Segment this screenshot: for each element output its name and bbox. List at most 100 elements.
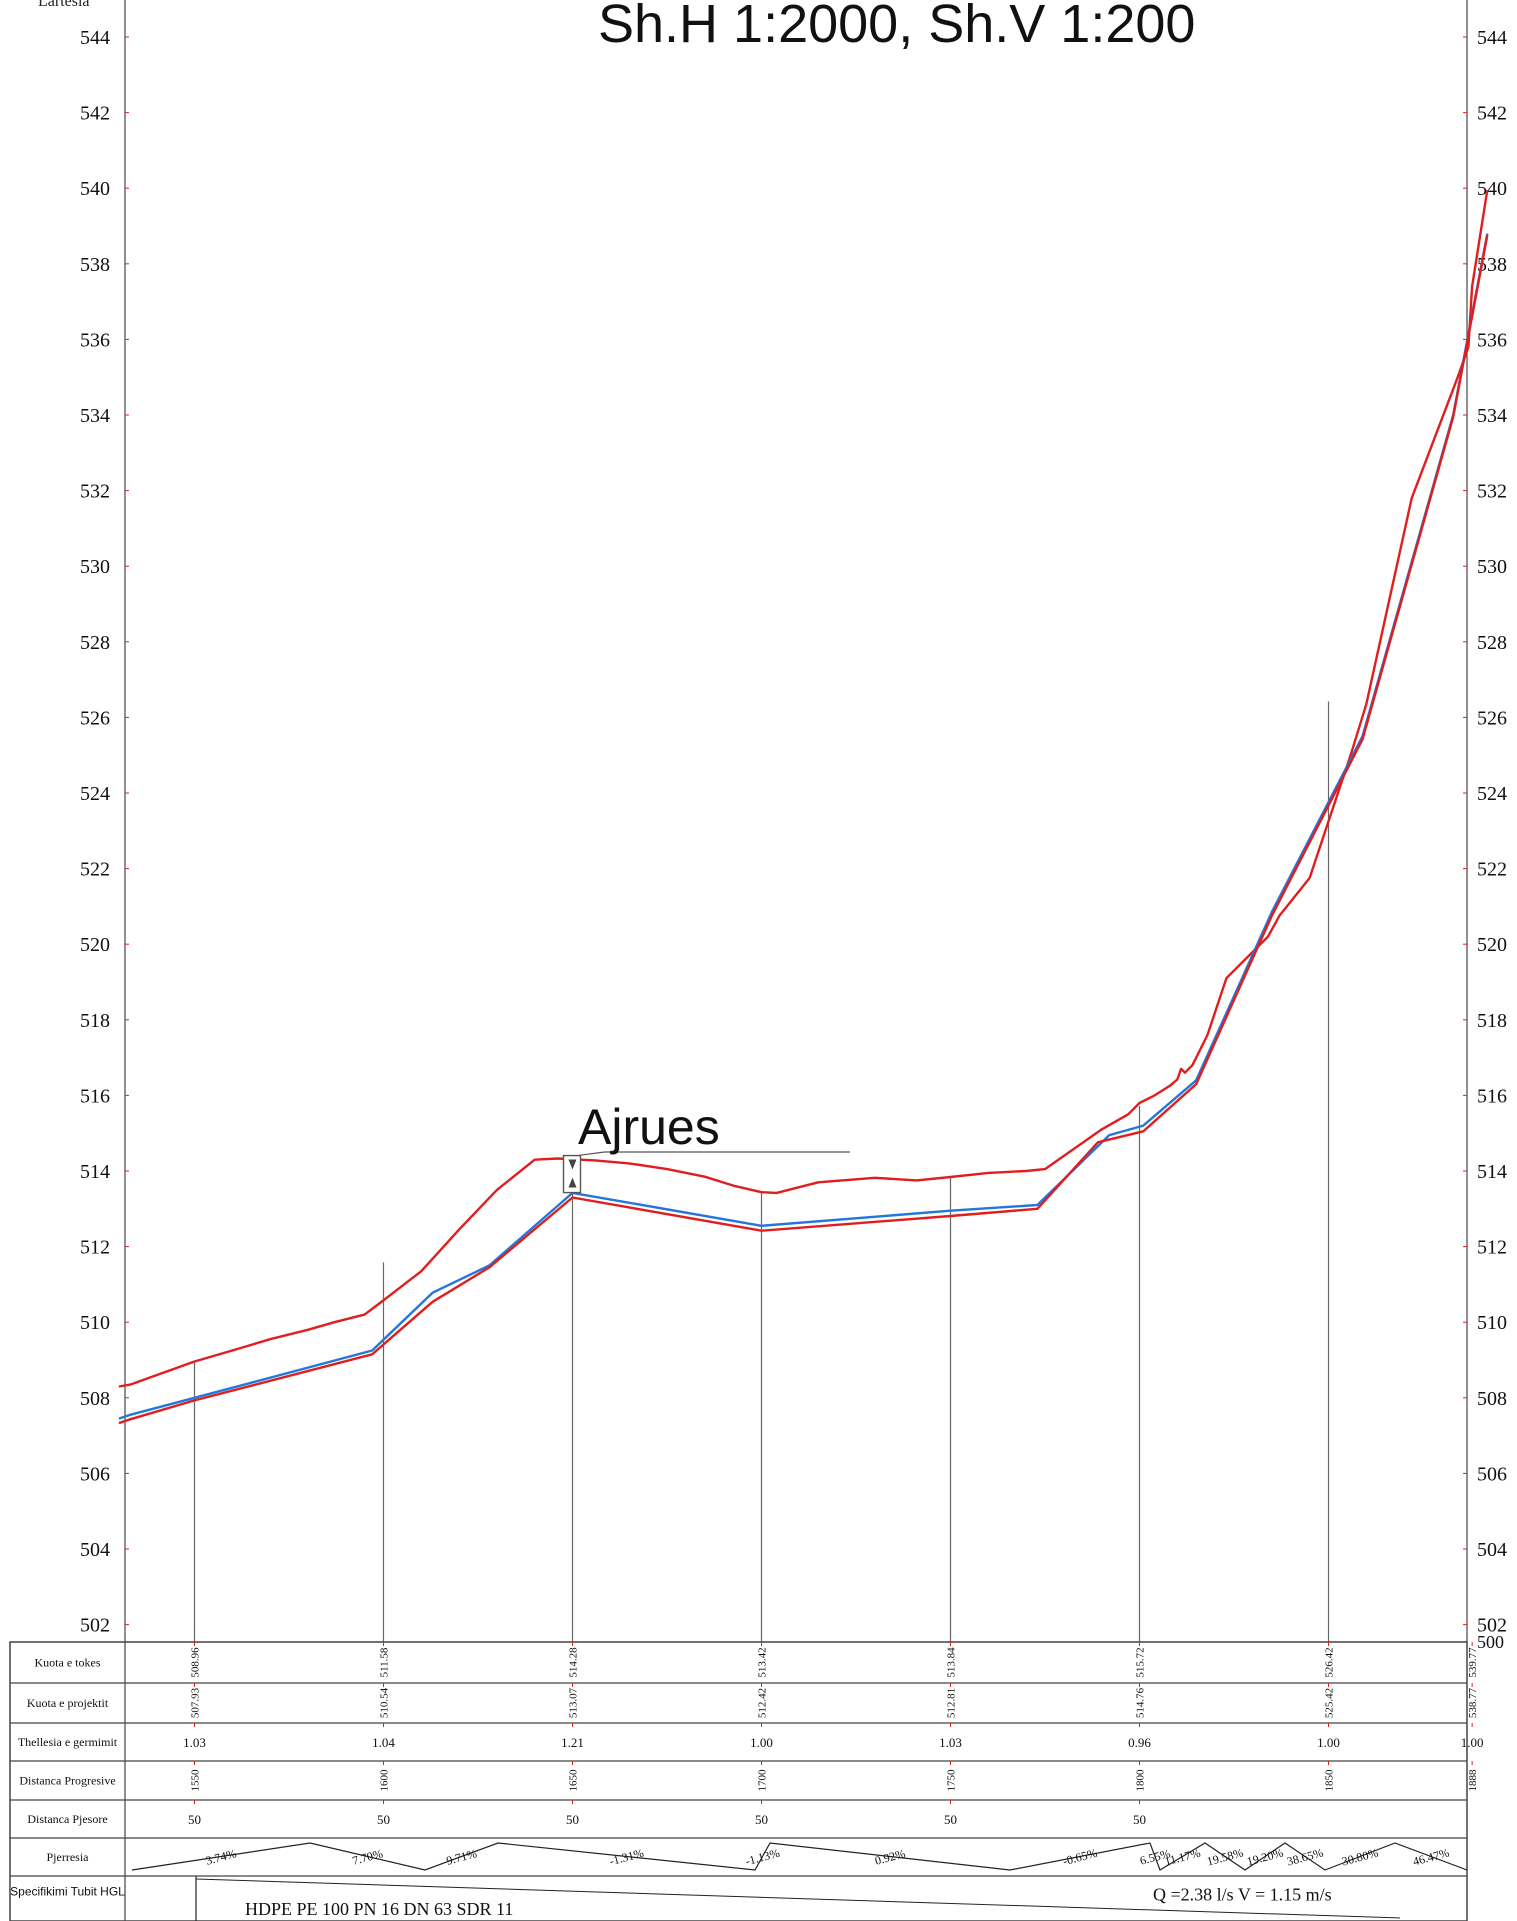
table-cell-value: 515.72 [1135, 1647, 1147, 1677]
slope-line [131, 1842, 1468, 1871]
table-cell-value: 50 [566, 1812, 579, 1827]
table-cell-value: 1888 [1467, 1769, 1479, 1792]
slope-value: 19.20% [1245, 1845, 1284, 1868]
slope-value: 30.80% [1340, 1845, 1379, 1868]
y-tick-label-right: 528 [1477, 632, 1507, 654]
flow-velocity-text: Q =2.38 l/s V = 1.15 m/s [1153, 1885, 1332, 1905]
table-cell-value: 510.54 [379, 1687, 391, 1718]
slope-value: -1.31% [608, 1846, 645, 1869]
pipe-line [118, 235, 1489, 1425]
ground-line [118, 189, 1489, 1388]
station-lines [193, 701, 1330, 1642]
y-tick-label-right: 538 [1477, 254, 1507, 276]
slope-value: -0.65% [1061, 1846, 1098, 1869]
y-axis-label: Lartesia [38, 0, 90, 10]
y-tick-label-left: 538 [80, 254, 110, 276]
table-cell-value: 50 [944, 1812, 957, 1827]
y-tick-label-right: 512 [1477, 1237, 1507, 1259]
table-cell-value: 508.96 [190, 1647, 202, 1678]
table-cell-value: 1.03 [939, 1735, 962, 1750]
y-tick-label-left: 518 [80, 1010, 110, 1032]
table-cell-value: 512.81 [946, 1688, 958, 1718]
y-tick-label-right: 544 [1477, 27, 1507, 49]
row-label-2: Thellesia e germimit [18, 1735, 118, 1749]
y-tick-label-left: 528 [80, 632, 110, 654]
row-label-0: Kuota e tokes [35, 1656, 101, 1670]
table-cell-value: 507.93 [190, 1687, 202, 1718]
y-tick-label-left: 506 [80, 1463, 110, 1485]
pipe-spec-text: HDPE PE 100 PN 16 DN 63 SDR 11 [245, 1899, 513, 1919]
profile-series [118, 189, 1489, 1425]
annotation-label: Ajrues [578, 1099, 720, 1155]
y-tick-label-left: 504 [80, 1539, 110, 1561]
y-tick-label-left: 520 [80, 934, 110, 956]
table-cell-value: 1650 [568, 1769, 580, 1792]
table-cell-value: 1800 [1135, 1769, 1147, 1792]
table-cell-value: 50 [188, 1812, 201, 1827]
row-label-5: Pjerresia [47, 1850, 90, 1864]
chart-frame [124, 0, 1468, 1642]
y-tick-label-left: 534 [80, 405, 110, 427]
y-tick-label-right: 516 [1477, 1085, 1507, 1107]
y-tick-label-right: 536 [1477, 329, 1507, 351]
slope-value: 0.92% [873, 1846, 907, 1868]
table-cell-value: 1.00 [1317, 1735, 1340, 1750]
y-tick-label-right: 514 [1477, 1161, 1507, 1183]
y-tick-label-left: 542 [80, 103, 110, 125]
y-tick-label-left: 526 [80, 707, 110, 729]
table-cell-value: 1700 [757, 1769, 769, 1792]
y-tick-label-left: 516 [80, 1085, 110, 1107]
y-tick-label-left: 544 [80, 27, 110, 49]
table-cell-value: 525.42 [1324, 1688, 1336, 1718]
y-tick-label-right: 530 [1477, 556, 1507, 578]
y-tick-label-left: 536 [80, 329, 110, 351]
hgl-line [118, 233, 1489, 1420]
y-tick-label-right: 518 [1477, 1010, 1507, 1032]
table-cell-value: 1750 [946, 1769, 958, 1792]
y-tick-label-right: 510 [1477, 1312, 1507, 1334]
y-tick-label-left: 524 [80, 783, 110, 805]
y-tick-label-left: 502 [80, 1615, 110, 1637]
table-cell-value: 1600 [379, 1769, 391, 1792]
slope-value: 46.47% [1411, 1845, 1450, 1868]
table-cell-value: 514.28 [568, 1647, 580, 1678]
table-cell-value: 1.21 [561, 1735, 584, 1750]
table-cell-value: 513.07 [568, 1687, 580, 1718]
y-tick-label-left: 532 [80, 481, 110, 503]
y-tick-label-right: 504 [1477, 1539, 1507, 1561]
table-cell-value: 1.03 [183, 1735, 206, 1750]
row-label-1: Kuota e projektit [27, 1696, 109, 1710]
y-tick-label-left: 512 [80, 1237, 110, 1259]
table-cell-value: 512.42 [757, 1688, 769, 1718]
y-axis-ticks: 544 544 542 542 540 540 538 538 536 536 534 534 532 5… [80, 27, 1507, 1652]
slope-value: 9.71% [445, 1846, 479, 1868]
table-cell-value: 50 [1133, 1812, 1146, 1827]
row-label-3: Distanca Progresive [19, 1774, 115, 1788]
y-tick-label-right: 522 [1477, 859, 1507, 881]
y-tick-label-left: 540 [80, 178, 110, 200]
annotation-group: Ajrues [562, 1099, 850, 1194]
table-cell-value: 1850 [1324, 1769, 1336, 1792]
y-tick-label-left: 508 [80, 1388, 110, 1410]
y-tick-label-right: 506 [1477, 1463, 1507, 1485]
slope-value: 7.70% [351, 1846, 385, 1868]
y-tick-label-left: 514 [80, 1161, 110, 1183]
y-tick-label-right: 540 [1477, 178, 1507, 200]
table-cell-value: 538.77 [1467, 1687, 1479, 1718]
table-cell-value: 513.42 [757, 1647, 769, 1677]
y-tick-label-left: 522 [80, 859, 110, 881]
table-cell-value: 514.76 [1135, 1687, 1147, 1718]
table-cell-value: 50 [377, 1812, 390, 1827]
y-tick-label-right: 520 [1477, 934, 1507, 956]
row-label-6: Specifikimi Tubit HGL [10, 1885, 125, 1899]
y-tick-label-right: 508 [1477, 1388, 1507, 1410]
table-cell-value: 539.77 [1467, 1647, 1479, 1678]
table-cell-value: 513.84 [946, 1647, 958, 1678]
table-cell-value: 50 [755, 1812, 768, 1827]
table-cell-value: 1.04 [372, 1735, 395, 1750]
y-tick-label-bottom: 500 [1477, 1632, 1504, 1652]
y-tick-label-right: 526 [1477, 707, 1507, 729]
table-cell-value: 511.58 [379, 1647, 391, 1677]
y-tick-label-left: 510 [80, 1312, 110, 1334]
